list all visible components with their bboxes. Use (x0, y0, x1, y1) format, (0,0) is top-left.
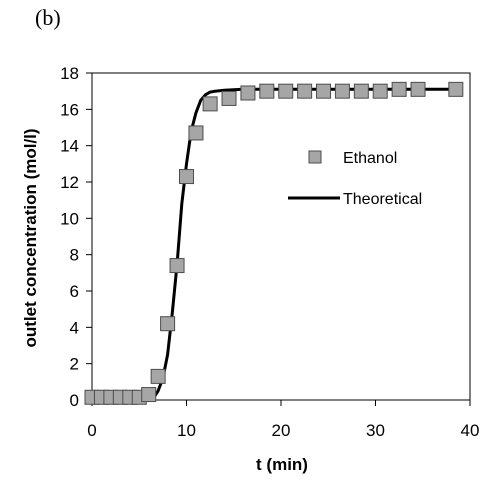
data-point-ethanol-14 (240, 85, 256, 101)
y-axis-title: outlet concentration (mol/l) (21, 128, 40, 347)
data-point-ethanol-12 (202, 96, 218, 112)
y-tick-label-9: 18 (60, 64, 79, 83)
data-point-ethanol-9 (169, 258, 185, 274)
y-tick-label-1: 2 (70, 355, 79, 374)
y-tick-label-5: 10 (60, 209, 79, 228)
y-tick-label-2: 4 (70, 318, 79, 337)
x-tick-label-1: 10 (177, 421, 196, 440)
legend-marker-ethanol (308, 150, 322, 164)
data-point-ethanol-22 (391, 81, 407, 97)
y-tick-label-3: 6 (70, 282, 79, 301)
data-point-ethanol-6 (141, 387, 157, 403)
series-line-theoretical (92, 87, 456, 402)
data-point-ethanol-7 (150, 368, 166, 384)
y-tick-label-7: 14 (60, 137, 79, 156)
y-tick-label-6: 12 (60, 173, 79, 192)
data-point-ethanol-11 (188, 125, 204, 141)
data-point-ethanol-8 (160, 316, 176, 332)
legend: Ethanol Theoretical (288, 150, 422, 208)
x-tick-label-0: 0 (87, 421, 96, 440)
legend-label-ethanol: Ethanol (343, 150, 397, 167)
data-point-ethanol-15 (259, 83, 275, 99)
data-point-ethanol-16 (278, 83, 294, 99)
data-point-ethanol-21 (372, 83, 388, 99)
y-tick-label-8: 16 (60, 100, 79, 119)
plot-frame (91, 72, 471, 401)
data-point-ethanol-13 (221, 90, 237, 106)
x-tick-label-2: 20 (272, 421, 291, 440)
y-tick-label-4: 8 (70, 246, 79, 265)
panel-label: (b) (35, 5, 61, 30)
y-tick-label-0: 0 (70, 391, 79, 410)
x-tick-label-3: 30 (366, 421, 385, 440)
plot-area: 0 10 20 30 40 0 2 4 6 8 10 12 14 16 18 (60, 64, 479, 440)
data-point-ethanol-24 (448, 81, 464, 97)
data-point-ethanol-18 (316, 83, 332, 99)
data-point-ethanol-17 (297, 83, 313, 99)
legend-label-theoretical: Theoretical (343, 191, 422, 208)
data-point-ethanol-19 (334, 83, 350, 99)
data-point-ethanol-23 (410, 81, 426, 97)
x-axis-title: t (min) (256, 455, 308, 474)
x-tick-label-4: 40 (461, 421, 480, 440)
data-point-ethanol-20 (353, 83, 369, 99)
data-point-ethanol-10 (179, 169, 194, 185)
